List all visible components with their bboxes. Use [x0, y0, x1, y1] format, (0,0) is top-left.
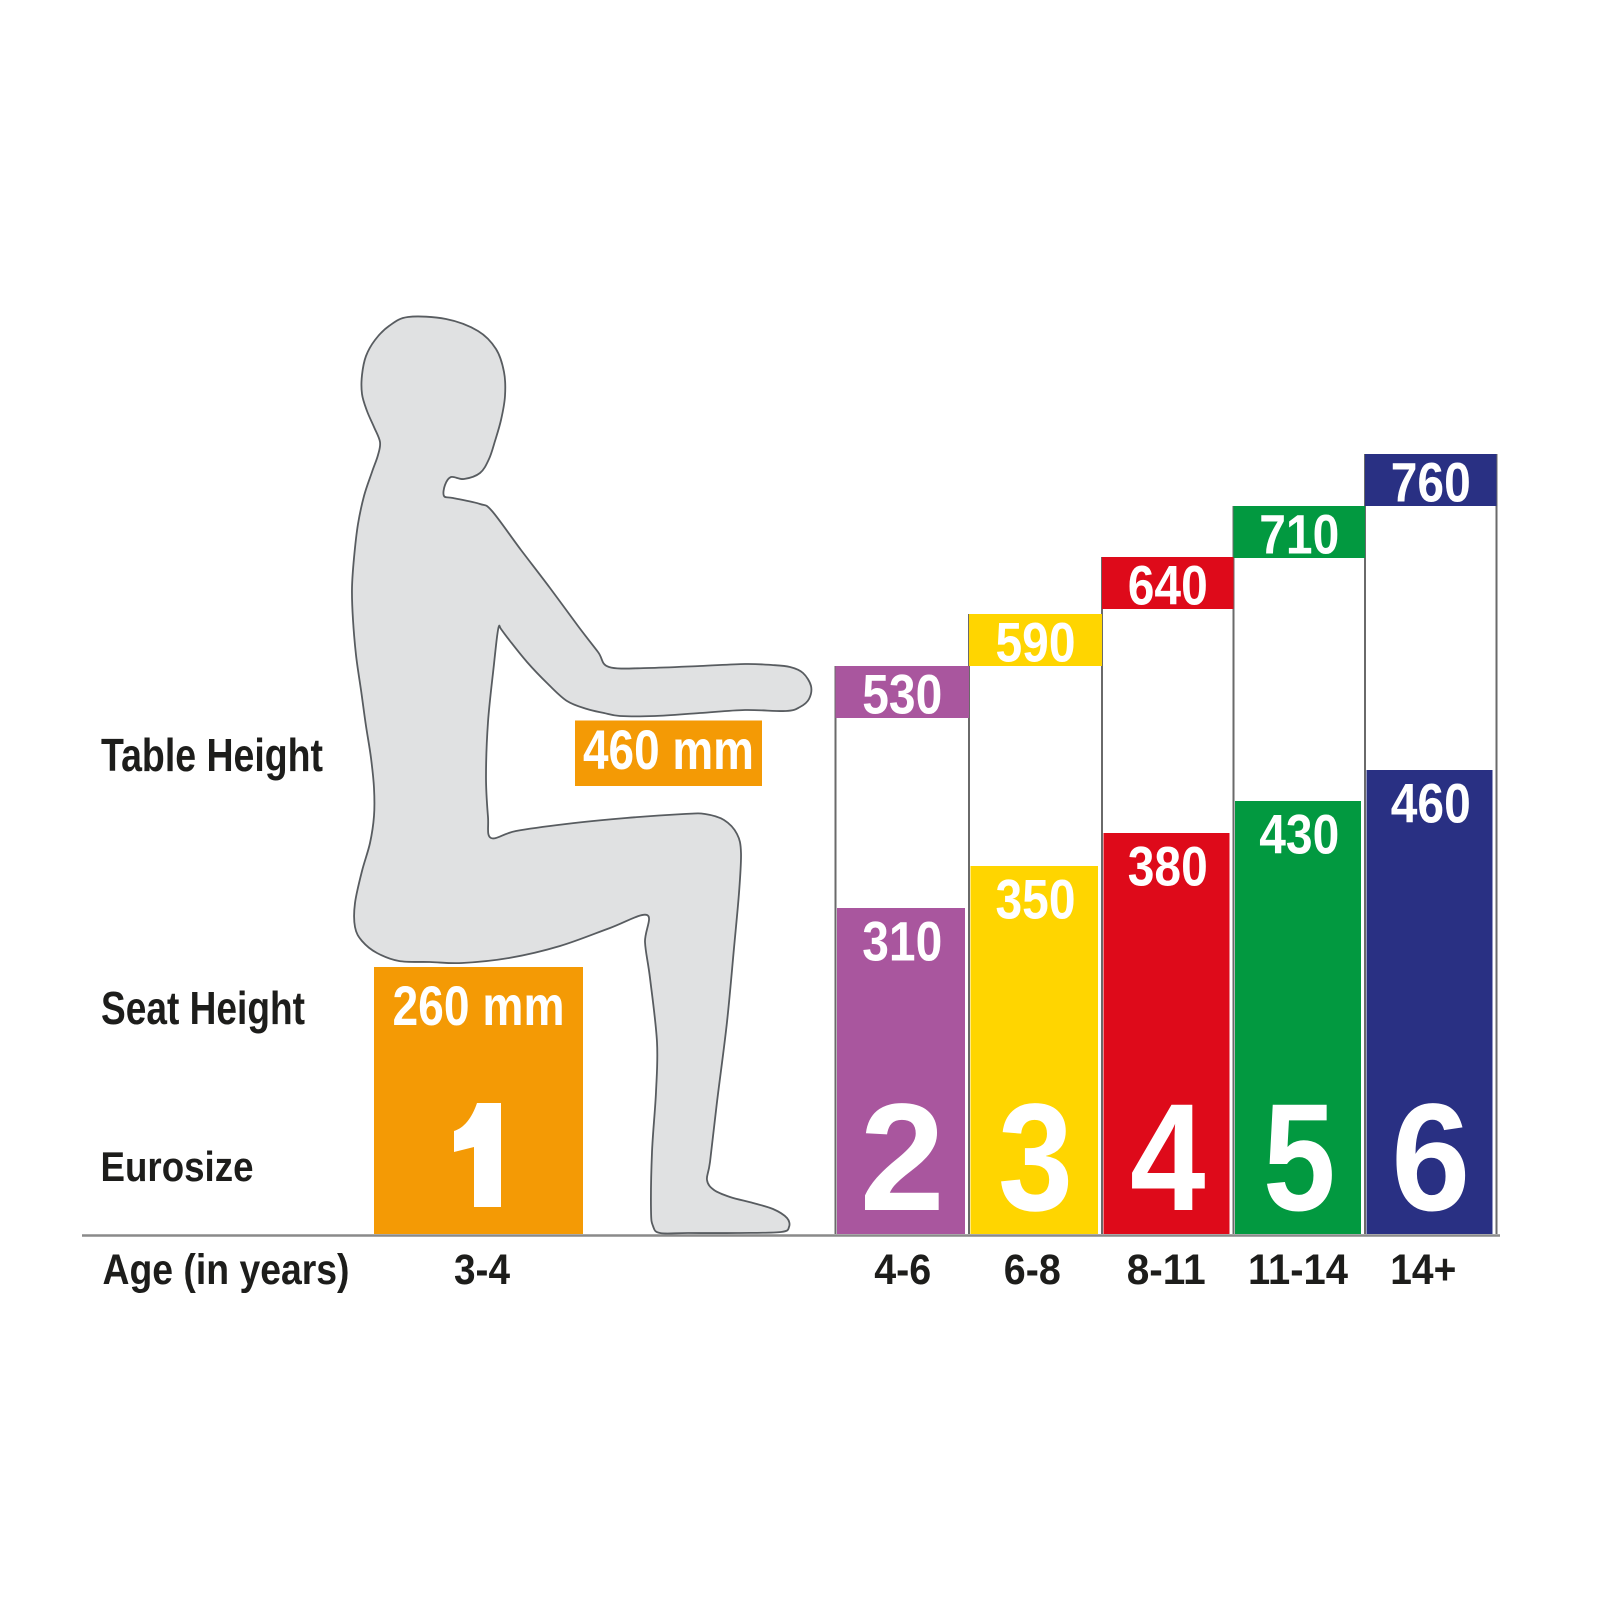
- svg-text:350: 350: [996, 868, 1076, 931]
- svg-text:460: 460: [1391, 772, 1471, 835]
- svg-text:4: 4: [1130, 1072, 1206, 1243]
- svg-text:260 mm: 260 mm: [393, 974, 565, 1037]
- svg-text:Table Height: Table Height: [101, 729, 323, 781]
- svg-text:Eurosize: Eurosize: [101, 1143, 254, 1190]
- svg-text:2: 2: [860, 1072, 945, 1243]
- svg-text:430: 430: [1259, 803, 1339, 866]
- svg-text:530: 530: [862, 663, 942, 726]
- svg-text:8-11: 8-11: [1127, 1246, 1206, 1294]
- svg-text:3: 3: [998, 1072, 1073, 1243]
- svg-text:640: 640: [1128, 554, 1208, 617]
- svg-text:4-6: 4-6: [874, 1246, 931, 1294]
- svg-text:14+: 14+: [1390, 1246, 1456, 1294]
- svg-text:3-4: 3-4: [454, 1246, 510, 1294]
- svg-text:310: 310: [862, 910, 942, 973]
- svg-text:460 mm: 460 mm: [583, 718, 754, 781]
- svg-text:590: 590: [996, 611, 1076, 674]
- svg-text:710: 710: [1259, 503, 1339, 566]
- svg-text:6-8: 6-8: [1004, 1246, 1061, 1294]
- svg-text:11-14: 11-14: [1248, 1246, 1348, 1294]
- svg-text:760: 760: [1391, 451, 1471, 514]
- svg-text:6: 6: [1391, 1072, 1470, 1243]
- svg-text:Seat Height: Seat Height: [101, 982, 305, 1034]
- svg-text:5: 5: [1263, 1072, 1336, 1243]
- svg-text:380: 380: [1128, 835, 1208, 898]
- svg-text:Age (in years): Age (in years): [103, 1246, 350, 1294]
